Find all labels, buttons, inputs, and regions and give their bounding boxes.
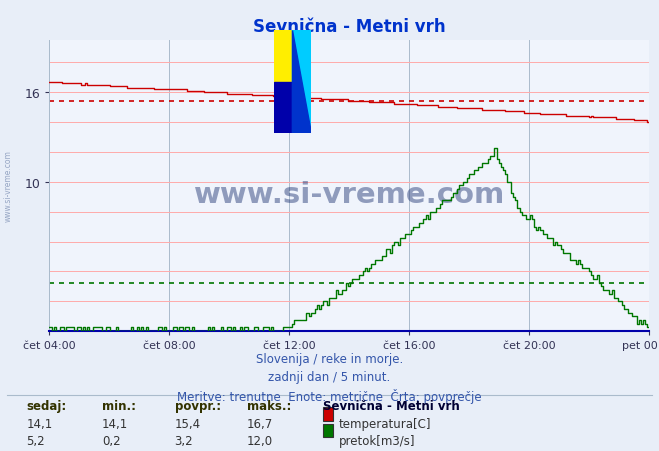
Text: www.si-vreme.com: www.si-vreme.com xyxy=(194,181,505,209)
Text: 14,1: 14,1 xyxy=(102,417,129,430)
Text: temperatura[C]: temperatura[C] xyxy=(339,417,431,430)
Text: maks.:: maks.: xyxy=(247,399,291,412)
Text: 16,7: 16,7 xyxy=(247,417,273,430)
Text: 12,0: 12,0 xyxy=(247,434,273,447)
Text: povpr.:: povpr.: xyxy=(175,399,221,412)
Text: 15,4: 15,4 xyxy=(175,417,201,430)
Text: 5,2: 5,2 xyxy=(26,434,45,447)
Text: min.:: min.: xyxy=(102,399,136,412)
Text: Meritve: trenutne  Enote: metrične  Črta: povprečje: Meritve: trenutne Enote: metrične Črta: … xyxy=(177,388,482,403)
Text: 14,1: 14,1 xyxy=(26,417,53,430)
Polygon shape xyxy=(293,83,310,133)
Polygon shape xyxy=(274,31,293,83)
Title: Sevnična - Metni vrh: Sevnična - Metni vrh xyxy=(253,18,445,36)
Text: 0,2: 0,2 xyxy=(102,434,121,447)
Text: 3,2: 3,2 xyxy=(175,434,193,447)
Text: zadnji dan / 5 minut.: zadnji dan / 5 minut. xyxy=(268,370,391,383)
Text: www.si-vreme.com: www.si-vreme.com xyxy=(3,150,13,222)
Polygon shape xyxy=(293,31,310,133)
Text: Slovenija / reke in morje.: Slovenija / reke in morje. xyxy=(256,352,403,365)
Text: pretok[m3/s]: pretok[m3/s] xyxy=(339,434,415,447)
Text: Sevnična - Metni vrh: Sevnična - Metni vrh xyxy=(323,399,460,412)
Text: sedaj:: sedaj: xyxy=(26,399,67,412)
Polygon shape xyxy=(274,83,293,133)
Polygon shape xyxy=(293,31,310,83)
Polygon shape xyxy=(293,31,310,133)
